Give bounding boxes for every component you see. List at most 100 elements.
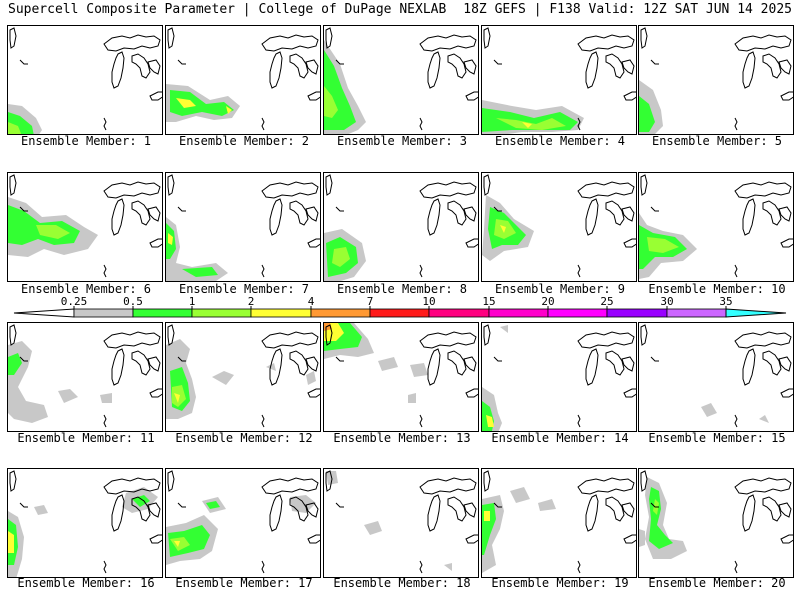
- scp-contour-map: [639, 470, 793, 574]
- great-lakes-outline: [463, 59, 477, 75]
- scp-contour-fill: [34, 505, 48, 515]
- scale-color-swatch: [132, 308, 193, 318]
- member-map-20: [638, 468, 794, 578]
- great-lakes-outline: [167, 324, 175, 346]
- scale-arrow-right: [725, 308, 787, 318]
- great-lakes-outline: [419, 34, 477, 52]
- great-lakes-outline: [780, 238, 793, 248]
- lake-outline: [335, 59, 344, 65]
- great-lakes-outline: [261, 34, 319, 52]
- scp-contour-fill: [36, 225, 70, 239]
- great-lakes-outline: [325, 470, 333, 492]
- great-lakes-outline: [778, 356, 792, 372]
- scp-contour-map: [639, 27, 793, 134]
- scp-contour-fill: [538, 499, 556, 511]
- scp-contour-map: [8, 470, 162, 577]
- member-caption: Ensemble Member: 13: [333, 431, 471, 445]
- great-lakes-outline: [742, 51, 756, 89]
- great-lakes-outline: [623, 91, 636, 101]
- great-lakes-outline: [621, 59, 635, 75]
- great-lakes-outline: [289, 496, 309, 522]
- great-lakes-outline: [103, 331, 161, 349]
- scp-contour-map: [166, 174, 320, 281]
- scale-tick-label: 4: [307, 295, 315, 308]
- lake-outline: [577, 414, 581, 428]
- scp-contour-fill: [212, 371, 234, 385]
- great-lakes-outline: [465, 388, 478, 398]
- scp-contour-fill: [324, 86, 338, 118]
- member-caption: Ensemble Member: 4: [494, 134, 626, 148]
- scp-contour-fill: [8, 353, 22, 375]
- great-lakes-outline: [261, 181, 319, 199]
- member-caption: Ensemble Member: 18: [333, 576, 471, 590]
- scale-color-swatch: [606, 308, 668, 318]
- great-lakes-outline: [147, 59, 161, 75]
- lake-outline: [261, 560, 265, 574]
- great-lakes-outline: [483, 174, 491, 196]
- color-scale-bar: [13, 306, 787, 318]
- scp-contour-fill: [324, 50, 356, 130]
- great-lakes-outline: [103, 477, 161, 495]
- member-caption: Ensemble Member: 7: [178, 282, 310, 296]
- scp-contour-fill: [639, 96, 655, 132]
- scp-contour-fill: [500, 225, 506, 233]
- scp-contour-fill: [410, 363, 428, 377]
- scp-contour-fill: [8, 122, 22, 134]
- great-lakes-outline: [605, 496, 625, 522]
- lake-outline: [19, 502, 28, 508]
- great-lakes-outline: [103, 181, 161, 199]
- great-lakes-outline: [269, 51, 283, 89]
- scale-color-swatch: [428, 308, 490, 318]
- scale-color-swatch: [250, 308, 312, 318]
- great-lakes-outline: [269, 494, 283, 532]
- great-lakes-outline: [734, 34, 792, 52]
- great-lakes-outline: [623, 388, 636, 398]
- lake-outline: [650, 502, 659, 508]
- great-lakes-outline: [605, 200, 625, 226]
- member-map-19: [481, 468, 637, 578]
- great-lakes-outline: [640, 470, 648, 492]
- great-lakes-outline: [111, 348, 125, 386]
- lake-outline: [419, 264, 423, 278]
- member-caption: Ensemble Member: 12: [175, 431, 313, 445]
- great-lakes-outline: [640, 324, 648, 346]
- scale-color-swatch: [488, 308, 549, 318]
- scp-contour-fill: [639, 529, 645, 547]
- great-lakes-outline: [623, 238, 636, 248]
- great-lakes-outline: [577, 477, 635, 495]
- member-caption: Ensemble Member: 16: [17, 576, 155, 590]
- member-caption: Ensemble Member: 5: [651, 134, 783, 148]
- great-lakes-outline: [325, 174, 333, 196]
- scp-contour-fill: [100, 393, 112, 403]
- member-map-18: [323, 468, 479, 578]
- scp-contour-fill: [759, 415, 769, 423]
- lake-outline: [650, 206, 659, 212]
- great-lakes-outline: [621, 356, 635, 372]
- scp-contour-fill: [174, 393, 180, 403]
- member-map-8: [323, 172, 479, 282]
- member-map-13: [323, 322, 479, 432]
- member-map-17: [165, 468, 321, 578]
- scp-contour-fill: [182, 267, 218, 277]
- scp-contour-fill: [226, 106, 232, 114]
- great-lakes-outline: [167, 174, 175, 196]
- scp-contour-map: [8, 27, 162, 134]
- great-lakes-outline: [9, 174, 17, 196]
- great-lakes-outline: [269, 348, 283, 386]
- scale-tick-label: 35: [719, 295, 733, 308]
- great-lakes-outline: [778, 502, 792, 518]
- great-lakes-outline: [447, 496, 467, 522]
- scp-contour-map: [324, 323, 478, 428]
- scp-contour-fill: [647, 237, 679, 253]
- scp-contour-fill: [486, 415, 494, 427]
- great-lakes-outline: [9, 324, 17, 346]
- scp-contour-fill: [206, 501, 220, 509]
- member-map-15: [638, 322, 794, 432]
- scp-contour-fill: [168, 233, 173, 245]
- great-lakes-outline: [147, 502, 161, 518]
- great-lakes-outline: [307, 388, 320, 398]
- great-lakes-outline: [9, 27, 17, 49]
- great-lakes-outline: [325, 27, 333, 49]
- great-lakes-outline: [427, 348, 441, 386]
- scale-color-swatch: [547, 308, 608, 318]
